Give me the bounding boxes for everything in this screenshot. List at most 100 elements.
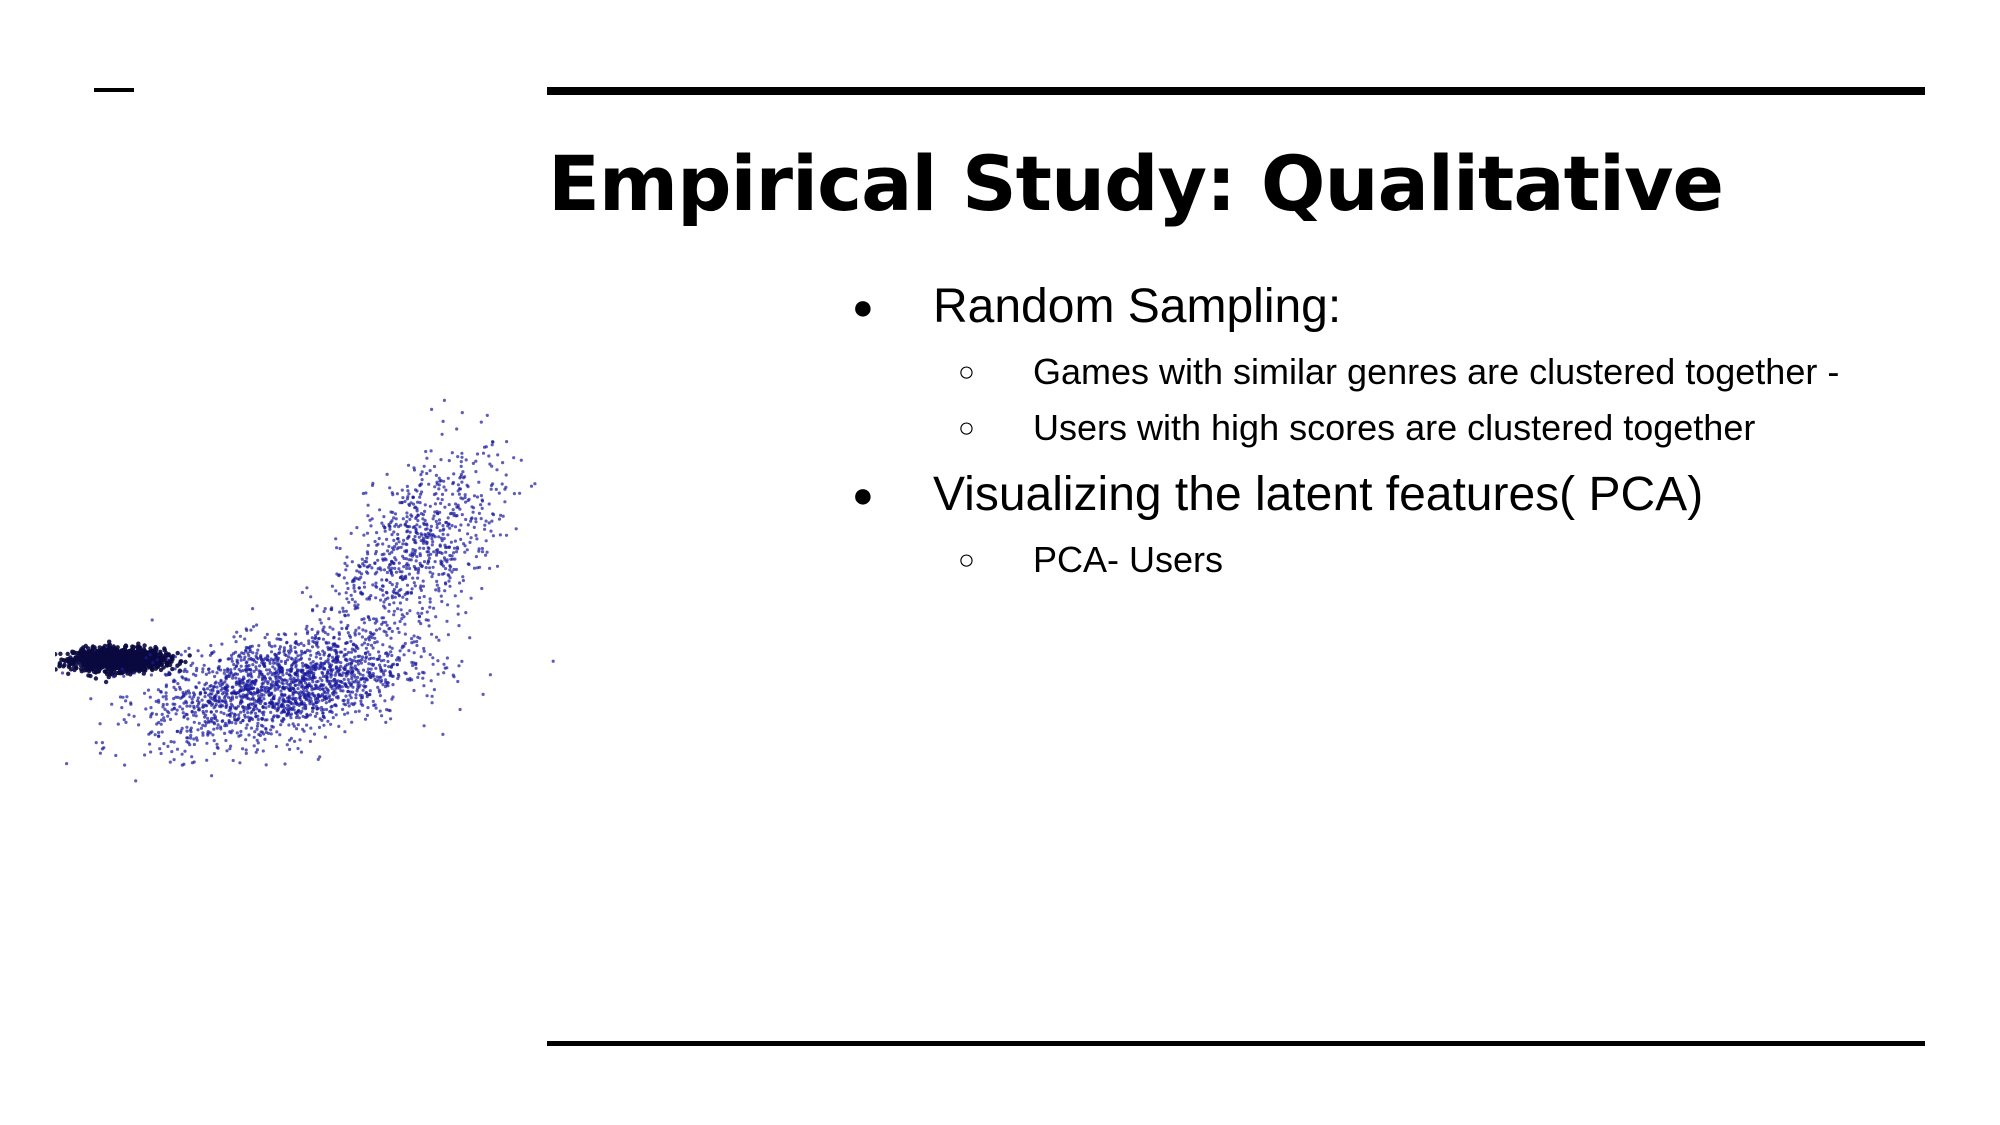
- scatter-point: [180, 707, 185, 711]
- scatter-point: [490, 464, 494, 468]
- scatter-point: [487, 454, 491, 458]
- scatter-point: [389, 650, 393, 654]
- scatter-point: [262, 657, 266, 661]
- scatter-point: [164, 694, 168, 698]
- scatter-point: [456, 455, 460, 459]
- scatter-point: [427, 556, 432, 560]
- scatter-point: [459, 464, 463, 468]
- scatter-point: [452, 513, 456, 517]
- scatter-point: [285, 641, 289, 645]
- scatter-point: [354, 710, 358, 714]
- scatter-point: [363, 651, 368, 655]
- scatter-point: [175, 729, 179, 734]
- scatter-point: [161, 702, 165, 707]
- scatter-point: [346, 586, 350, 591]
- scatter-point: [257, 709, 261, 713]
- scatter-point: [65, 762, 69, 766]
- scatter-point: [389, 520, 393, 525]
- scatter-point: [334, 656, 338, 660]
- scatter-point: [281, 717, 285, 721]
- scatter-point: [479, 503, 483, 507]
- scatter-point: [207, 693, 211, 697]
- scatter-point: [274, 677, 278, 681]
- scatter-point: [244, 748, 248, 752]
- scatter-point: [424, 527, 428, 531]
- scatter-point: [328, 665, 332, 669]
- scatter-point: [410, 553, 414, 557]
- scatter-point: [359, 575, 363, 579]
- scatter-point: [429, 528, 433, 532]
- scatter-point: [283, 700, 287, 704]
- scatter-point: [431, 662, 435, 666]
- scatter-point: [345, 663, 349, 667]
- scatter-point: [311, 609, 315, 613]
- scatter-point: [197, 721, 201, 725]
- scatter-point: [277, 662, 281, 666]
- scatter-point: [290, 657, 294, 661]
- bullet-dot-icon: ●: [852, 474, 874, 515]
- scatter-point: [159, 690, 163, 694]
- scatter-point: [479, 420, 483, 424]
- scatter-point: [228, 706, 233, 710]
- scatter-point: [379, 568, 383, 572]
- scatter-point: [257, 644, 261, 648]
- scatter-point: [432, 606, 436, 610]
- scatter-point: [233, 667, 237, 671]
- scatter-point: [349, 593, 353, 597]
- scatter-point: [187, 653, 192, 658]
- scatter-point: [239, 698, 243, 702]
- scatter-point: [389, 636, 393, 640]
- scatter-point: [319, 656, 323, 661]
- scatter-point: [322, 625, 326, 629]
- scatter-point: [116, 722, 120, 726]
- scatter-point: [412, 581, 416, 585]
- scatter-point: [172, 685, 176, 689]
- scatter-point: [377, 690, 382, 694]
- scatter-point: [397, 594, 402, 598]
- scatter-point: [91, 669, 97, 674]
- scatter-point: [300, 675, 304, 679]
- scatter-point: [172, 697, 176, 701]
- sub-bullet-item: ○ PCA- Users: [850, 532, 1950, 588]
- scatter-point: [400, 570, 404, 574]
- scatter-point: [439, 561, 443, 566]
- scatter-point: [281, 709, 285, 713]
- scatter-point: [369, 667, 373, 671]
- scatter-point: [416, 513, 420, 517]
- scatter-point: [285, 714, 289, 718]
- scatter-point: [226, 657, 230, 661]
- scatter-point: [243, 715, 247, 719]
- scatter-point: [488, 462, 492, 466]
- scatter-point: [201, 670, 205, 674]
- scatter-point: [154, 652, 159, 657]
- scatter-point: [235, 658, 239, 662]
- sub-bullet-text: Games with similar genres are clustered …: [1033, 351, 1840, 392]
- scatter-point: [204, 703, 208, 707]
- scatter-point: [454, 502, 458, 506]
- scatter-point: [210, 774, 214, 778]
- scatter-point: [433, 535, 437, 539]
- scatter-point: [142, 643, 147, 648]
- scatter-point: [252, 625, 256, 629]
- scatter-point: [392, 516, 396, 520]
- scatter-point: [427, 482, 431, 486]
- scatter-point: [296, 654, 300, 658]
- scatter-point: [209, 718, 213, 723]
- scatter-point: [220, 642, 224, 646]
- scatter-point: [305, 683, 309, 687]
- scatter-point: [371, 646, 375, 650]
- scatter-point: [386, 549, 390, 553]
- scatter-point: [251, 651, 255, 655]
- scatter-point: [440, 572, 445, 576]
- scatter-point: [362, 621, 366, 625]
- scatter-point: [300, 683, 304, 687]
- scatter-point: [161, 695, 165, 699]
- scatter-point: [231, 674, 235, 678]
- scatter-point: [383, 557, 387, 561]
- scatter-point: [65, 651, 70, 657]
- scatter-point: [335, 572, 339, 576]
- scatter-point: [446, 516, 450, 520]
- scatter-point: [417, 672, 421, 676]
- scatter-point: [255, 623, 259, 627]
- scatter-point: [348, 693, 352, 697]
